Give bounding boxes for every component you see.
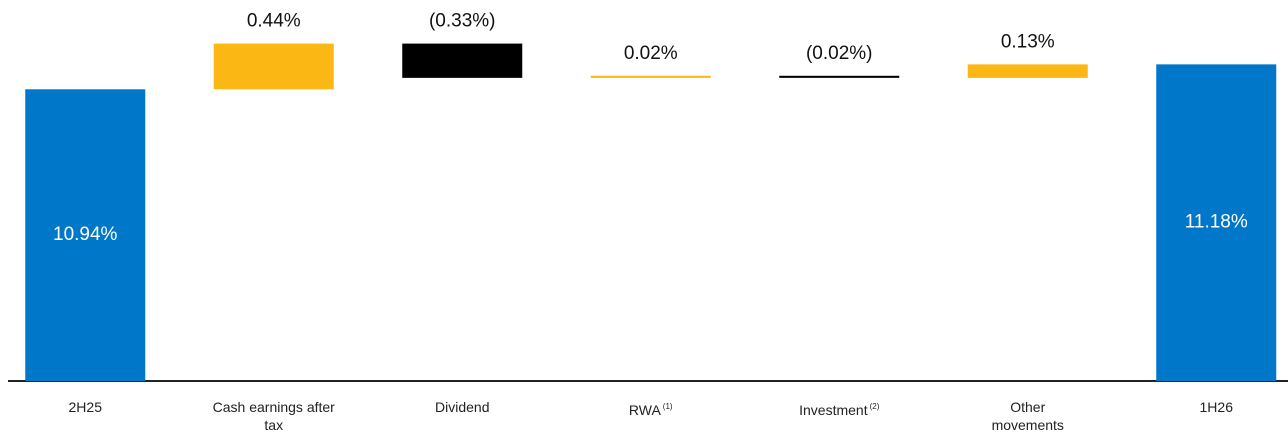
value-label: 0.44% <box>247 11 301 32</box>
value-label: 11.18% <box>1185 212 1248 233</box>
value-label: (0.02%) <box>806 43 873 64</box>
category: Investment <box>799 402 868 418</box>
category: 1H26 <box>1199 399 1233 415</box>
bar <box>590 75 711 78</box>
category: Cash earnings after tax <box>212 399 335 433</box>
footnote-mark: (1) <box>662 402 673 411</box>
bar <box>25 89 146 382</box>
bar <box>1156 64 1277 382</box>
x-tick-label: Cash earnings after tax <box>209 398 339 434</box>
bar <box>779 75 900 78</box>
x-tick-label: 1H26 <box>1141 398 1288 416</box>
category: Other movements <box>991 399 1064 433</box>
value-label: (0.33%) <box>429 11 496 32</box>
value-label: 0.13% <box>1001 31 1055 52</box>
x-tick-label: Investment (2) <box>764 398 914 419</box>
category: 2H25 <box>68 399 102 415</box>
value-label: 0.02% <box>624 43 678 64</box>
x-tick-label: 2H25 <box>10 398 160 416</box>
category: RWA <box>628 402 661 418</box>
x-tick-label: RWA (1) <box>576 398 726 419</box>
bar <box>402 43 523 78</box>
x-tick-label: Dividend <box>387 398 537 416</box>
bar <box>967 64 1088 78</box>
value-label: 10.94% <box>53 224 118 245</box>
footnote-mark: (2) <box>869 402 880 411</box>
category: Dividend <box>435 399 490 415</box>
bar <box>213 43 334 90</box>
x-tick-label: Other movements <box>978 398 1078 434</box>
